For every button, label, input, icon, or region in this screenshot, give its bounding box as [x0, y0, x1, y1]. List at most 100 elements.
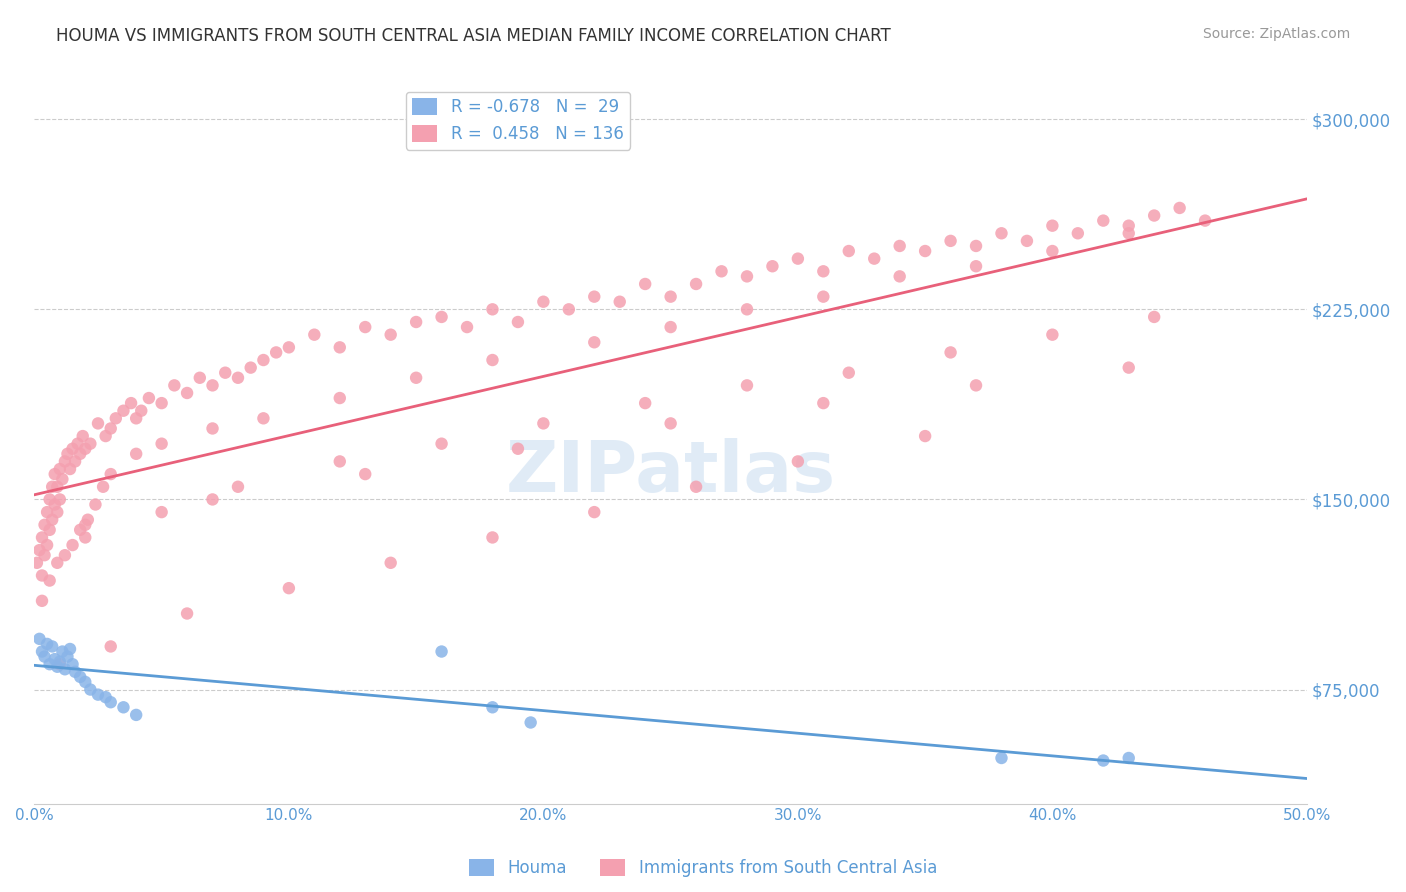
- Point: [252, 411, 274, 425]
- Point: [100, 467, 122, 481]
- Point: [965, 259, 987, 273]
- Point: [75, 531, 97, 545]
- Point: [49, 462, 72, 476]
- Point: [35, 637, 58, 651]
- Point: [226, 480, 249, 494]
- Point: [176, 607, 198, 621]
- Point: [1040, 219, 1063, 233]
- Point: [277, 581, 299, 595]
- Point: [31, 531, 53, 545]
- Point: [51, 644, 73, 658]
- Point: [277, 340, 299, 354]
- Point: [405, 371, 427, 385]
- Point: [939, 234, 962, 248]
- Point: [41, 480, 63, 494]
- Point: [129, 403, 152, 417]
- Point: [63, 665, 86, 679]
- Point: [46, 556, 69, 570]
- Point: [659, 320, 682, 334]
- Point: [112, 403, 135, 417]
- Point: [59, 462, 82, 476]
- Point: [1067, 227, 1090, 241]
- Point: [46, 659, 69, 673]
- Point: [56, 447, 79, 461]
- Point: [329, 391, 352, 405]
- Point: [44, 652, 66, 666]
- Point: [990, 227, 1012, 241]
- Point: [685, 277, 707, 291]
- Point: [69, 670, 91, 684]
- Point: [38, 523, 60, 537]
- Point: [34, 517, 56, 532]
- Point: [49, 492, 72, 507]
- Point: [786, 252, 808, 266]
- Point: [430, 436, 453, 450]
- Point: [62, 538, 84, 552]
- Point: [87, 688, 110, 702]
- Point: [87, 417, 110, 431]
- Point: [31, 568, 53, 582]
- Point: [583, 335, 606, 350]
- Point: [380, 556, 402, 570]
- Point: [456, 320, 478, 334]
- Point: [659, 290, 682, 304]
- Point: [735, 269, 758, 284]
- Point: [1118, 751, 1140, 765]
- Point: [49, 655, 72, 669]
- Point: [100, 640, 122, 654]
- Point: [226, 371, 249, 385]
- Point: [914, 429, 936, 443]
- Point: [354, 467, 377, 481]
- Point: [1118, 227, 1140, 241]
- Point: [430, 644, 453, 658]
- Point: [965, 239, 987, 253]
- Text: HOUMA VS IMMIGRANTS FROM SOUTH CENTRAL ASIA MEDIAN FAMILY INCOME CORRELATION CHA: HOUMA VS IMMIGRANTS FROM SOUTH CENTRAL A…: [56, 27, 891, 45]
- Point: [35, 505, 58, 519]
- Point: [62, 442, 84, 456]
- Point: [76, 513, 98, 527]
- Point: [56, 649, 79, 664]
- Point: [120, 396, 142, 410]
- Point: [609, 294, 631, 309]
- Point: [1168, 201, 1191, 215]
- Point: [965, 378, 987, 392]
- Point: [176, 386, 198, 401]
- Point: [264, 345, 287, 359]
- Point: [94, 690, 117, 705]
- Point: [28, 543, 51, 558]
- Text: Source: ZipAtlas.com: Source: ZipAtlas.com: [1202, 27, 1350, 41]
- Point: [1040, 244, 1063, 258]
- Point: [531, 294, 554, 309]
- Point: [659, 417, 682, 431]
- Point: [889, 239, 911, 253]
- Point: [31, 594, 53, 608]
- Point: [28, 632, 51, 646]
- Point: [84, 498, 107, 512]
- Point: [53, 662, 76, 676]
- Point: [69, 523, 91, 537]
- Point: [75, 675, 97, 690]
- Point: [239, 360, 262, 375]
- Point: [201, 378, 224, 392]
- Point: [685, 480, 707, 494]
- Point: [710, 264, 733, 278]
- Point: [1092, 213, 1115, 227]
- Point: [201, 421, 224, 435]
- Point: [405, 315, 427, 329]
- Point: [69, 447, 91, 461]
- Point: [34, 649, 56, 664]
- Point: [75, 442, 97, 456]
- Point: [583, 290, 606, 304]
- Point: [66, 436, 89, 450]
- Point: [34, 548, 56, 562]
- Point: [72, 429, 94, 443]
- Point: [889, 269, 911, 284]
- Point: [41, 640, 63, 654]
- Point: [939, 345, 962, 359]
- Point: [990, 751, 1012, 765]
- Point: [49, 657, 72, 672]
- Point: [59, 642, 82, 657]
- Point: [150, 505, 173, 519]
- Point: [125, 447, 148, 461]
- Point: [44, 498, 66, 512]
